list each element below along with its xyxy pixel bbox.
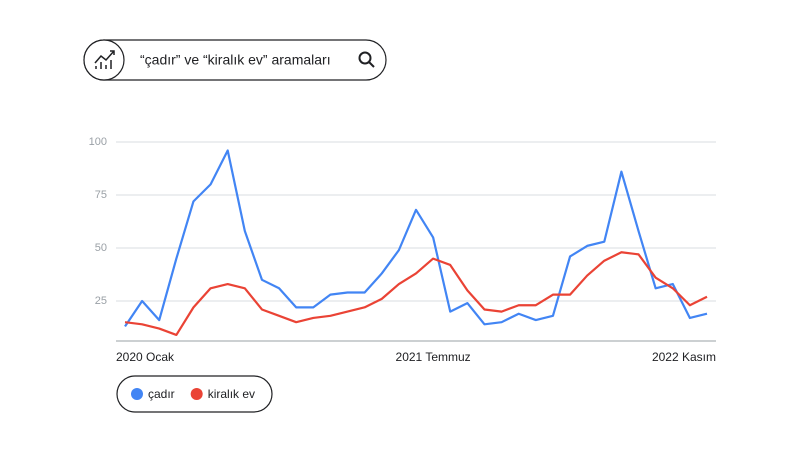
legend-swatch (190, 388, 203, 400)
legend-swatch (131, 388, 143, 400)
x-tick-label: 2021 Temmuz (396, 350, 471, 364)
legend-label: kiralık ev (208, 387, 255, 401)
trend-icon (94, 50, 115, 69)
legend-label: çadır (148, 387, 175, 401)
series-line (124, 251, 708, 337)
y-tick-label: 50 (95, 242, 107, 254)
search-icon[interactable] (358, 51, 375, 68)
y-tick-label: 75 (95, 189, 107, 201)
x-tick-label: 2020 Ocak (116, 350, 175, 364)
y-tick-label: 100 (89, 136, 107, 148)
y-tick-label: 25 (95, 295, 107, 307)
series-line (124, 149, 708, 328)
chart-title: “çadır” ve “kiralık ev” aramaları (140, 52, 331, 68)
trend-icon-circle (83, 39, 125, 81)
x-tick-label: 2022 Kasım (652, 350, 716, 364)
